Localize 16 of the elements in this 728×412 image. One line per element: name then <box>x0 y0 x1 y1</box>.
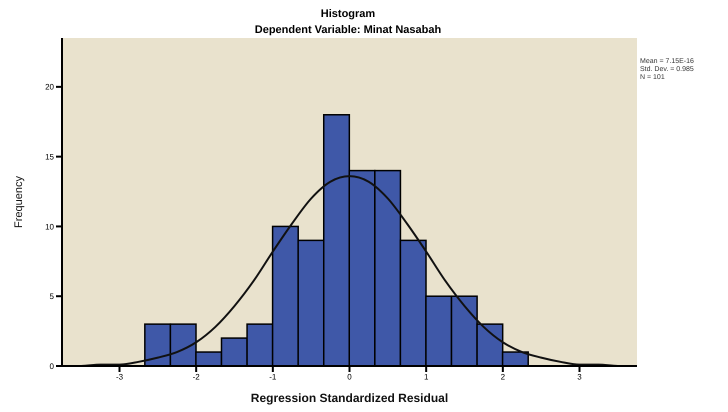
x-tick-label: 3 <box>577 372 582 382</box>
y-tick-label: 10 <box>45 222 55 232</box>
y-axis-title: Frequency <box>12 176 25 228</box>
y-tick-label: 0 <box>50 362 55 371</box>
y-tick-label: 20 <box>45 82 55 92</box>
y-tick-label: 15 <box>45 152 55 162</box>
chart-title: Histogram <box>320 8 376 20</box>
x-tick-label: -3 <box>116 372 124 382</box>
x-tick-label: -1 <box>269 372 277 382</box>
y-tick-label: 5 <box>50 292 55 302</box>
x-tick-label: 1 <box>424 372 429 382</box>
x-axis-title: Regression Standardized Residual <box>250 391 448 405</box>
chart-subtitle: Dependent Variable: Minat Nasabah <box>254 24 442 36</box>
x-tick-label: 2 <box>500 372 506 382</box>
x-tick-label: -2 <box>192 372 200 382</box>
x-tick-label: 0 <box>347 372 352 382</box>
